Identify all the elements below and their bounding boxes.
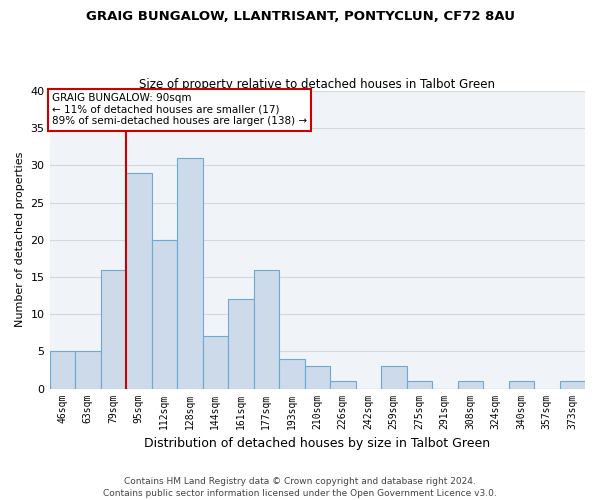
Bar (101, 270, 126, 388)
Bar (279, 359, 305, 388)
Bar (381, 366, 407, 388)
Bar (203, 336, 228, 388)
Bar (152, 240, 177, 388)
Bar (560, 381, 585, 388)
Bar (228, 300, 254, 388)
Text: Contains HM Land Registry data © Crown copyright and database right 2024.
Contai: Contains HM Land Registry data © Crown c… (103, 476, 497, 498)
Bar (254, 270, 279, 388)
Y-axis label: Number of detached properties: Number of detached properties (15, 152, 25, 328)
X-axis label: Distribution of detached houses by size in Talbot Green: Distribution of detached houses by size … (144, 437, 490, 450)
Bar (177, 158, 203, 388)
Bar (75, 352, 101, 389)
Bar (330, 381, 356, 388)
Text: GRAIG BUNGALOW, LLANTRISANT, PONTYCLUN, CF72 8AU: GRAIG BUNGALOW, LLANTRISANT, PONTYCLUN, … (86, 10, 515, 23)
Title: Size of property relative to detached houses in Talbot Green: Size of property relative to detached ho… (139, 78, 495, 91)
Bar (509, 381, 534, 388)
Bar (407, 381, 432, 388)
Bar (126, 173, 152, 388)
Bar (50, 352, 75, 389)
Bar (305, 366, 330, 388)
Text: GRAIG BUNGALOW: 90sqm
← 11% of detached houses are smaller (17)
89% of semi-deta: GRAIG BUNGALOW: 90sqm ← 11% of detached … (52, 93, 307, 126)
Bar (458, 381, 483, 388)
